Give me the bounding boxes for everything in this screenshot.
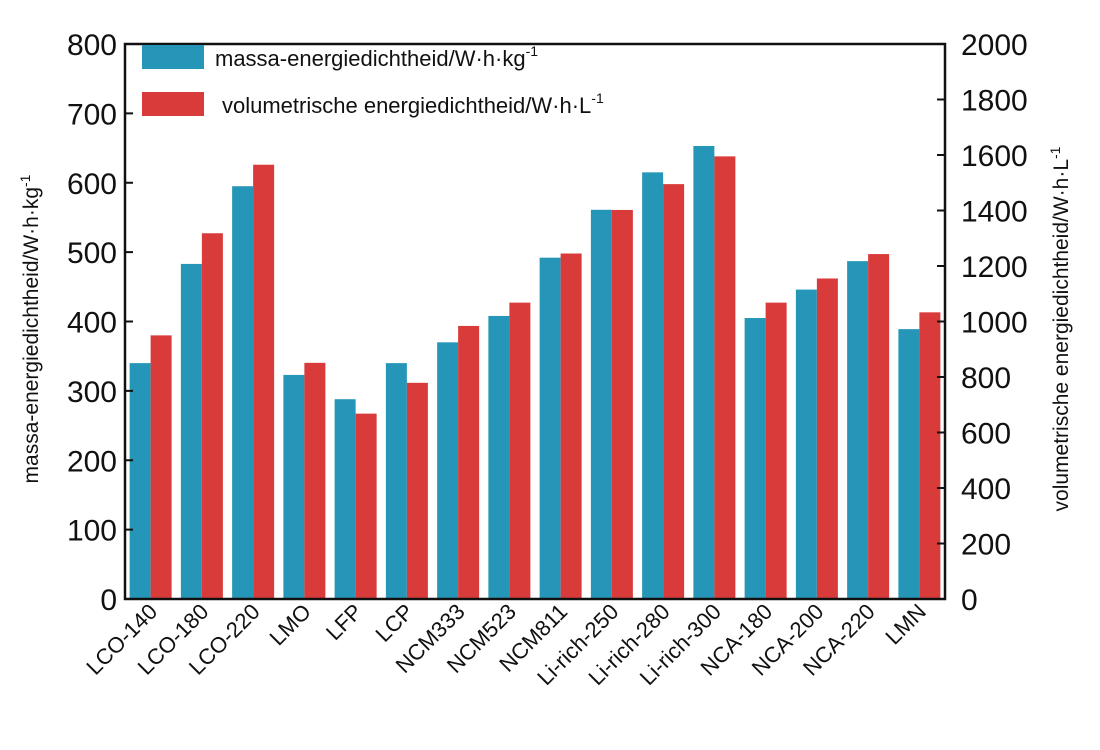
bar-mass-NCM811: [539, 257, 561, 599]
legend: massa-energiedichtheid/W·h·kg-1 volumetr…: [142, 43, 604, 118]
right-tick-label: 1400: [961, 196, 1028, 229]
bar-volumetric-LCO-180: [201, 233, 223, 599]
category-label: LMO: [265, 599, 316, 650]
left-tick-label: 800: [67, 29, 117, 62]
bar-mass-NCA-220: [847, 261, 869, 599]
legend-swatch-volumetric: [142, 92, 204, 116]
left-tick-label: 300: [67, 376, 117, 409]
bars-layer: [129, 145, 941, 599]
bar-volumetric-NCM333: [458, 325, 480, 599]
bar-mass-NCA-200: [795, 289, 817, 599]
bar-volumetric-LMO: [304, 362, 326, 599]
bar-mass-Li-rich-280: [642, 172, 664, 599]
bar-volumetric-NCM523: [509, 302, 531, 599]
legend-swatch-mass: [142, 45, 204, 69]
legend-label-mass: massa-energiedichtheid/W·h·kg-1: [215, 43, 538, 71]
right-tick-label: 800: [961, 362, 1011, 395]
bar-mass-NCA-180: [744, 318, 766, 599]
right-tick-label: 0: [961, 584, 978, 617]
left-axis-ticks: 0 100 200 300 400 500 600 700 800: [67, 29, 133, 617]
left-tick-label: 700: [67, 98, 117, 131]
right-tick-label: 600: [961, 418, 1011, 451]
bar-mass-LMO: [283, 374, 305, 599]
bar-volumetric-Li-rich-300: [714, 156, 736, 599]
bar-mass-LCP: [385, 363, 407, 599]
bar-volumetric-LCP: [406, 382, 428, 599]
bar-mass-LMN: [898, 329, 920, 599]
bar-mass-Li-rich-250: [590, 209, 612, 599]
right-tick-label: 2000: [961, 29, 1028, 62]
bar-volumetric-NCA-220: [868, 254, 890, 599]
bar-volumetric-Li-rich-280: [663, 184, 685, 599]
bar-mass-Li-rich-300: [693, 145, 715, 599]
category-label: LMN: [880, 599, 931, 650]
right-tick-label: 1000: [961, 307, 1028, 340]
left-tick-label: 200: [67, 445, 117, 478]
bar-mass-LCO-220: [232, 186, 254, 599]
bar-mass-NCM523: [488, 315, 510, 599]
right-tick-label: 1800: [961, 85, 1028, 118]
right-tick-label: 1600: [961, 140, 1028, 173]
bar-mass-NCM333: [437, 342, 459, 599]
bar-mass-LCO-140: [129, 363, 151, 599]
bar-volumetric-NCM811: [560, 253, 582, 599]
right-axis-ticks: 0 200 400 600 800 1000 1200 1400 1600 1800 2000: [937, 29, 1028, 617]
right-tick-label: 1200: [961, 251, 1028, 284]
left-tick-label: 400: [67, 307, 117, 340]
left-tick-label: 600: [67, 168, 117, 201]
bar-volumetric-LMN: [919, 312, 941, 599]
left-tick-label: 100: [67, 515, 117, 548]
bar-volumetric-LFP: [355, 413, 377, 599]
left-tick-label: 500: [67, 237, 117, 270]
right-axis-title: volumetrische energiedichtheid/W·h·L-1: [1047, 146, 1073, 511]
left-tick-label: 0: [100, 584, 117, 617]
category-label: LFP: [321, 599, 367, 645]
legend-label-volumetric: volumetrische energiedichtheid/W·h·L-1: [222, 90, 604, 118]
bar-volumetric-LCO-220: [253, 164, 275, 599]
bar-volumetric-LCO-140: [150, 335, 172, 599]
bar-volumetric-NCA-200: [816, 278, 838, 599]
bar-volumetric-Li-rich-250: [611, 209, 633, 599]
right-tick-label: 400: [961, 473, 1011, 506]
bar-volumetric-NCA-180: [765, 302, 787, 599]
bar-mass-LFP: [334, 399, 356, 599]
right-tick-label: 200: [961, 529, 1011, 562]
left-axis-title: massa-energiedichtheid/W·h·kg-1: [17, 174, 43, 483]
bar-mass-LCO-180: [180, 263, 202, 599]
